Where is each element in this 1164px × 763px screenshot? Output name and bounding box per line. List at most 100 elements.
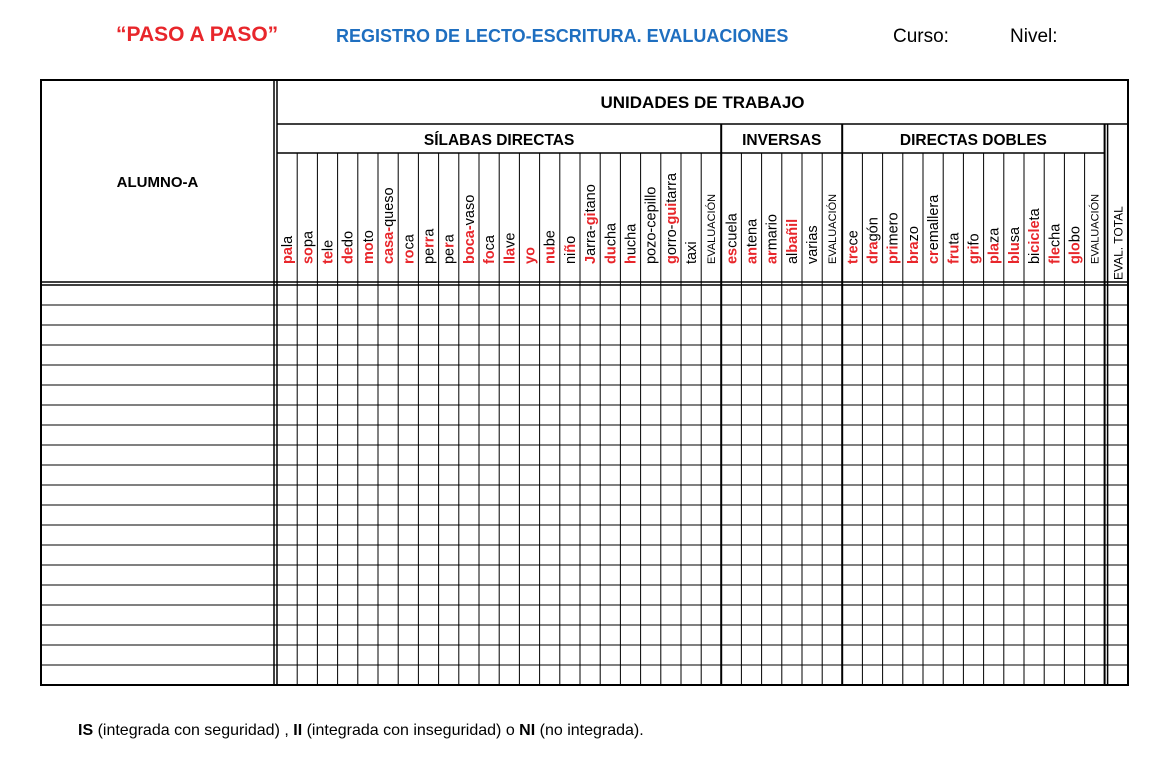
group-header: INVERSAS	[742, 132, 821, 149]
column-word: dragón	[866, 217, 882, 264]
word-segment: gri	[967, 245, 983, 264]
word-segment: ni	[563, 253, 579, 264]
word-segment: de	[341, 247, 357, 264]
column-word: Jarra-gitano	[583, 184, 599, 264]
legend-ii-abbr: II	[293, 722, 303, 739]
units-header: UNIDADES DE TRABAJO	[600, 93, 804, 112]
column-word: yo	[523, 247, 539, 264]
column-word: pera	[442, 233, 458, 264]
column-word: nube	[543, 230, 559, 264]
legend-ni-abbr: NI	[519, 722, 536, 739]
word-segment: ce	[845, 230, 861, 245]
word-segment: a	[442, 233, 458, 242]
column-word: globo	[1068, 226, 1084, 264]
column-eval-label: EVALUACIÓN	[826, 194, 839, 264]
column-total-label: EVAL. TOTAL	[1111, 206, 1125, 280]
word-segment: al	[785, 253, 801, 264]
column-word: moto	[361, 230, 377, 264]
group-header: DIRECTAS DOBLES	[900, 132, 1047, 149]
column-word: fruta	[946, 232, 962, 264]
column-eval-label: EVALUACIÓN	[1089, 194, 1102, 264]
word-segment: tano	[583, 184, 599, 212]
word-segment: te	[321, 251, 337, 264]
word-segment: fru	[946, 245, 962, 264]
word-segment: pozo-cepillo	[644, 187, 660, 264]
curso-label: Curso:	[893, 26, 949, 47]
legend-is-text: (integrada con seguridad) ,	[93, 722, 294, 739]
column-word: casa-queso	[381, 187, 397, 264]
word-segment: rr	[422, 236, 438, 248]
word-segment: pa	[280, 246, 296, 264]
column-word: roca	[401, 233, 417, 264]
word-segment: ro	[401, 249, 417, 264]
word-segment: cicle	[1027, 220, 1043, 252]
student-header: ALUMNO-A	[117, 174, 199, 191]
word-segment: nu	[543, 246, 559, 264]
word-segment: bra	[906, 241, 922, 265]
word-segment: glo	[1068, 242, 1084, 264]
legend-ii-text: (integrada con inseguridad) o	[302, 722, 520, 739]
legend-ni-text: (no integrada).	[535, 722, 644, 739]
word-segment: vaso	[462, 195, 478, 226]
group-header: SÍLABAS DIRECTAS	[424, 132, 574, 149]
word-segment: mero	[886, 212, 902, 245]
word-segment: la	[280, 235, 296, 247]
legend: IS (integrada con seguridad) , II (integ…	[78, 722, 644, 740]
column-word: primero	[886, 212, 902, 264]
word-segment: taxi	[684, 241, 700, 264]
word-segment: fo	[967, 233, 983, 245]
word-segment: o	[563, 236, 579, 244]
column-word: pozo-cepillo	[644, 187, 660, 264]
word-segment: to	[361, 230, 377, 242]
column-word: gorro-guitarra	[664, 172, 680, 264]
column-word: cremallera	[926, 194, 942, 264]
word-segment: cr	[926, 250, 942, 264]
word-segment: ve	[502, 233, 518, 248]
word-segment: cha	[603, 222, 619, 246]
word-segment: za	[987, 227, 1003, 243]
word-segment: bo	[1068, 226, 1084, 242]
column-eval-label: EVALUACIÓN	[705, 194, 718, 264]
word-segment: es	[724, 248, 740, 264]
word-segment: gón	[866, 217, 882, 241]
column-word: grifo	[967, 233, 983, 264]
document-title: REGISTRO DE LECTO-ESCRITURA. EVALUACIONE…	[336, 26, 789, 46]
column-word: perra	[422, 228, 438, 264]
column-word: hucha	[624, 223, 640, 264]
word-segment: cha	[1047, 223, 1063, 247]
word-segment: h	[624, 255, 640, 264]
column-word: boca-vaso	[462, 195, 478, 264]
word-segment: tena	[745, 218, 761, 247]
word-segment: ca	[401, 233, 417, 249]
column-word: escuela	[724, 212, 740, 264]
word-segment: ta	[946, 232, 962, 245]
word-segment: ñ	[563, 244, 579, 253]
word-segment: gi	[583, 212, 599, 225]
table-frame	[40, 79, 1129, 686]
column-word: bicicleta	[1027, 207, 1043, 264]
word-segment: tre	[845, 245, 861, 264]
word-segment: dra	[866, 241, 882, 265]
word-segment: J	[583, 256, 599, 264]
column-word: llave	[502, 233, 518, 264]
word-segment: le	[321, 240, 337, 251]
word-segment: r	[442, 242, 458, 248]
word-segment: ca	[482, 234, 498, 250]
word-segment: pa	[300, 230, 316, 247]
word-segment: pri	[886, 245, 902, 264]
word-segment: gui	[664, 203, 680, 225]
column-word: ducha	[603, 222, 619, 264]
word-segment: bi	[1027, 253, 1043, 264]
word-segment: pe	[422, 248, 438, 264]
word-segment: emallera	[926, 194, 942, 251]
column-word: niño	[563, 236, 579, 264]
column-word: antena	[745, 218, 761, 264]
program-title: “PASO A PASO”	[116, 23, 279, 46]
word-segment: pla	[987, 242, 1003, 264]
word-segment: so	[300, 247, 316, 264]
column-word: albañil	[785, 219, 801, 264]
column-word: sopa	[300, 230, 316, 264]
word-segment: fo	[482, 250, 498, 264]
word-segment: be	[543, 230, 559, 246]
